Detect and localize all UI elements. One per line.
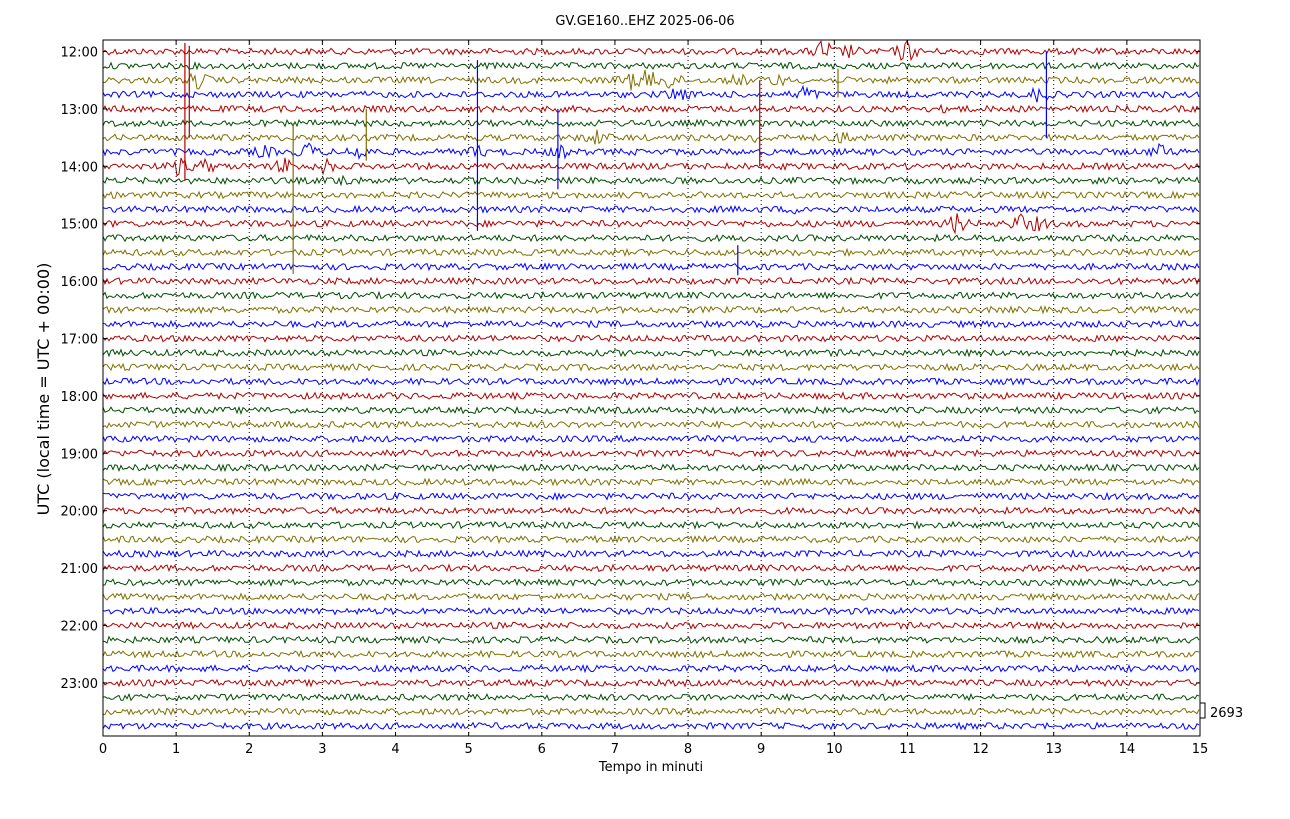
trace-line xyxy=(102,620,1200,631)
y-tick-label: 20:00 xyxy=(61,505,98,520)
x-axis-label: Tempo in minuti xyxy=(598,760,703,775)
y-tick-label: 16:00 xyxy=(61,275,98,290)
trace-line xyxy=(102,678,1200,688)
x-tick-label: 1 xyxy=(172,742,180,757)
x-tick-label: 0 xyxy=(99,742,107,757)
trace-line xyxy=(102,405,1200,415)
y-axis-label: UTC (local time = UTC + 00:00) xyxy=(34,263,53,516)
scale-label: 2693 xyxy=(1210,706,1243,721)
x-tick-label: 11 xyxy=(899,742,916,757)
trace-line xyxy=(102,213,1200,235)
trace-line xyxy=(102,721,1200,731)
trace-line xyxy=(102,362,1200,372)
trace-line xyxy=(102,606,1200,616)
x-tick-label: 6 xyxy=(538,742,546,757)
y-tick-label: 12:00 xyxy=(61,46,98,61)
trace-line xyxy=(102,463,1200,473)
trace-line xyxy=(102,247,1200,258)
ticks-layer: 0 1 2 3 4 5 6 7 8 9 10 11 12 13 14 1512:0013:0014:0015:… xyxy=(61,40,1209,757)
trace-line xyxy=(102,157,1200,177)
x-tick-label: 8 xyxy=(684,742,692,757)
trace-line xyxy=(102,635,1200,645)
trace-line xyxy=(102,233,1200,243)
trace-line xyxy=(102,129,1200,145)
trace-line xyxy=(102,563,1200,573)
trace-line xyxy=(102,592,1200,602)
trace-line xyxy=(102,290,1200,301)
trace-line xyxy=(102,391,1200,401)
trace-line xyxy=(102,448,1200,458)
trace-line xyxy=(102,118,1200,128)
y-tick-label: 18:00 xyxy=(61,390,98,405)
chart-title: GV.GE160..EHZ 2025-06-06 xyxy=(555,14,734,29)
trace-line xyxy=(102,663,1200,674)
amplitude-scale: 2693 xyxy=(1200,702,1243,721)
x-tick-label: 7 xyxy=(611,742,619,757)
x-tick-label: 4 xyxy=(391,742,399,757)
trace-line xyxy=(102,84,1200,103)
trace-line xyxy=(102,276,1200,286)
trace-line xyxy=(102,204,1200,215)
x-tick-label: 13 xyxy=(1045,742,1062,757)
trace-line xyxy=(102,103,1200,114)
x-tick-label: 10 xyxy=(826,742,843,757)
trace-line xyxy=(102,61,1200,71)
trace-line xyxy=(102,174,1200,187)
traces-layer xyxy=(102,39,1200,731)
y-tick-label: 13:00 xyxy=(61,103,98,118)
trace-line xyxy=(102,39,1200,62)
trace-line xyxy=(102,334,1200,344)
y-tick-label: 22:00 xyxy=(61,620,98,635)
trace-line xyxy=(102,577,1200,588)
x-tick-label: 9 xyxy=(757,742,765,757)
x-tick-label: 12 xyxy=(972,742,989,757)
trace-line xyxy=(102,319,1200,329)
y-tick-label: 15:00 xyxy=(61,218,98,233)
trace-line xyxy=(102,190,1200,200)
trace-line xyxy=(102,305,1200,315)
trace-line xyxy=(102,707,1200,716)
x-tick-label: 3 xyxy=(318,742,326,757)
trace-line xyxy=(102,520,1200,530)
y-tick-label: 19:00 xyxy=(61,447,98,462)
y-tick-label: 17:00 xyxy=(61,333,98,348)
trace-line xyxy=(102,491,1200,501)
grid-layer xyxy=(175,40,1128,736)
scale-bar xyxy=(1200,702,1206,719)
plot-frame xyxy=(102,39,1201,737)
x-tick-label: 5 xyxy=(465,742,473,757)
trace-line xyxy=(102,692,1200,702)
trace-line xyxy=(102,505,1200,516)
x-tick-label: 14 xyxy=(1119,742,1136,757)
y-tick-label: 23:00 xyxy=(61,677,98,692)
trace-line xyxy=(102,649,1200,659)
trace-line xyxy=(102,262,1200,272)
trace-line xyxy=(102,348,1200,358)
x-tick-label: 15 xyxy=(1192,742,1209,757)
trace-line xyxy=(102,69,1200,91)
trace-line xyxy=(102,549,1200,559)
trace-line xyxy=(102,477,1200,487)
y-tick-label: 21:00 xyxy=(61,562,98,577)
trace-line xyxy=(102,420,1200,430)
trace-line xyxy=(102,377,1200,387)
trace-line xyxy=(102,534,1200,544)
x-tick-label: 2 xyxy=(245,742,253,757)
trace-line xyxy=(102,142,1200,160)
trace-line xyxy=(102,434,1200,444)
y-tick-label: 14:00 xyxy=(61,160,98,175)
